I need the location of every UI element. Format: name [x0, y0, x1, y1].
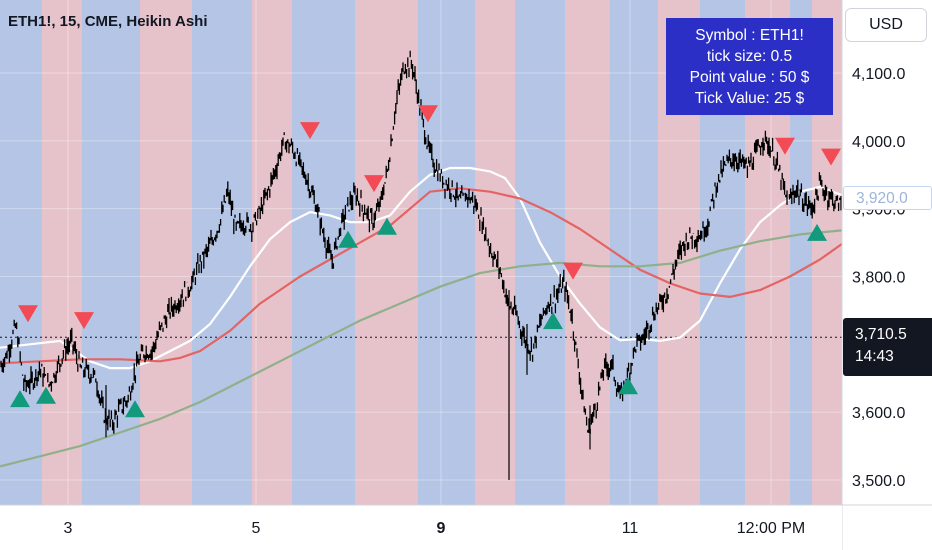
price-tick-label: 3,800.0 [852, 270, 905, 287]
sell-signal-icon [300, 122, 320, 140]
sell-signal-icon [775, 137, 795, 155]
sell-signal-icon [74, 312, 94, 330]
info-tick-size: tick size: 0.5 [706, 47, 793, 65]
info-symbol: Symbol : ETH1! [695, 26, 804, 44]
session-band [252, 0, 292, 505]
last-price-label: 3,710.5 14:43 [843, 318, 932, 376]
price-axis[interactable] [842, 0, 932, 505]
buy-signal-icon [338, 230, 358, 248]
session-band [610, 0, 658, 505]
time-tick-label: 3 [64, 520, 73, 537]
sell-signal-icon [18, 305, 38, 323]
currency-button[interactable]: USD [845, 8, 927, 42]
ma_slow-line [0, 229, 843, 468]
time-tick-label: 9 [437, 520, 446, 537]
moving-averages [0, 166, 843, 468]
sell-signal-icon [821, 148, 841, 166]
buy-signal-icon [807, 223, 827, 241]
price-tick-label: 4,100.0 [852, 66, 905, 83]
session-band [0, 0, 42, 505]
ma-price-label: 3,920.0 [843, 186, 932, 210]
buy-signal-icon [10, 390, 30, 408]
sell-signal-icon [563, 262, 583, 280]
ma_mid-line [0, 187, 843, 365]
session-band [565, 0, 610, 505]
last-price-value: 3,710.5 [855, 326, 907, 343]
price-tick-label: 3,500.0 [852, 473, 905, 490]
time-axis-ticks: 3 5 9 11 12:00 PM [64, 520, 806, 537]
price-tick-label: 4,000.0 [852, 134, 905, 151]
session-band [418, 0, 475, 505]
signal-markers [10, 105, 841, 418]
session-band [790, 0, 812, 505]
session-band [292, 0, 355, 505]
time-tick-label: 12:00 PM [737, 520, 805, 537]
buy-signal-icon [125, 400, 145, 418]
sell-signal-icon [364, 175, 384, 193]
buy-signal-icon [618, 377, 638, 395]
session-band [475, 0, 515, 505]
session-band [42, 0, 82, 505]
heikin-ashi-candles [0, 50, 842, 480]
bar-countdown: 14:43 [855, 348, 894, 365]
ma_fast-line [0, 166, 843, 370]
time-axis[interactable] [0, 505, 842, 550]
time-tick-label: 5 [252, 520, 261, 537]
session-band [192, 0, 252, 505]
session-band [82, 0, 140, 505]
session-band [515, 0, 565, 505]
candle-wicks [0, 50, 842, 434]
symbol-info-box: Symbol : ETH1! tick size: 0.5 Point valu… [666, 18, 833, 115]
info-tick-value: Tick Value: 25 $ [694, 89, 805, 107]
sell-signal-icon [418, 105, 438, 123]
buy-signal-icon [543, 312, 563, 330]
price-tick-label: 3,600.0 [852, 405, 905, 422]
buy-signal-icon [36, 386, 56, 404]
session-band [355, 0, 418, 505]
session-band [140, 0, 192, 505]
chart-title: ETH1!, 15, CME, Heikin Ashi [8, 13, 208, 30]
info-point-value: Point value : 50 $ [689, 68, 810, 86]
buy-signal-icon [377, 217, 397, 235]
time-tick-label: 11 [622, 520, 639, 537]
